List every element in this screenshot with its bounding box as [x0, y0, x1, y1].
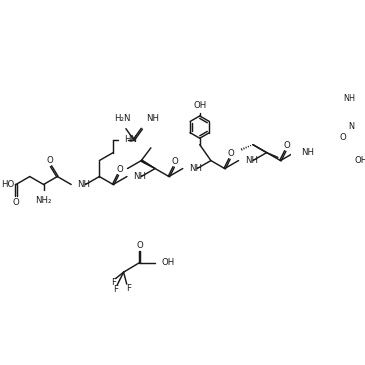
Text: NH: NH [133, 172, 146, 181]
Text: F: F [126, 284, 131, 293]
Text: O: O [116, 165, 123, 174]
Text: NH: NH [245, 156, 258, 165]
Polygon shape [141, 160, 155, 169]
Text: F: F [111, 278, 116, 287]
Text: N: N [348, 122, 354, 131]
Text: O: O [284, 141, 290, 150]
Text: NH: NH [77, 180, 91, 189]
Text: NH: NH [343, 94, 355, 103]
Text: OH: OH [355, 156, 365, 165]
Text: H₂N: H₂N [114, 114, 130, 123]
Text: O: O [12, 197, 19, 207]
Text: O: O [136, 241, 143, 250]
Text: F: F [113, 285, 118, 294]
Text: NH: NH [146, 114, 159, 123]
Text: O: O [46, 156, 53, 165]
Text: O: O [172, 157, 179, 166]
Text: HN: HN [124, 135, 137, 144]
Text: NH: NH [189, 164, 202, 173]
Text: O: O [339, 133, 346, 142]
Text: OH: OH [162, 258, 175, 267]
Text: NH₂: NH₂ [35, 196, 52, 205]
Text: O: O [228, 149, 234, 158]
Text: HO: HO [1, 180, 14, 189]
Text: OH: OH [193, 100, 206, 110]
Text: NH: NH [301, 148, 314, 157]
